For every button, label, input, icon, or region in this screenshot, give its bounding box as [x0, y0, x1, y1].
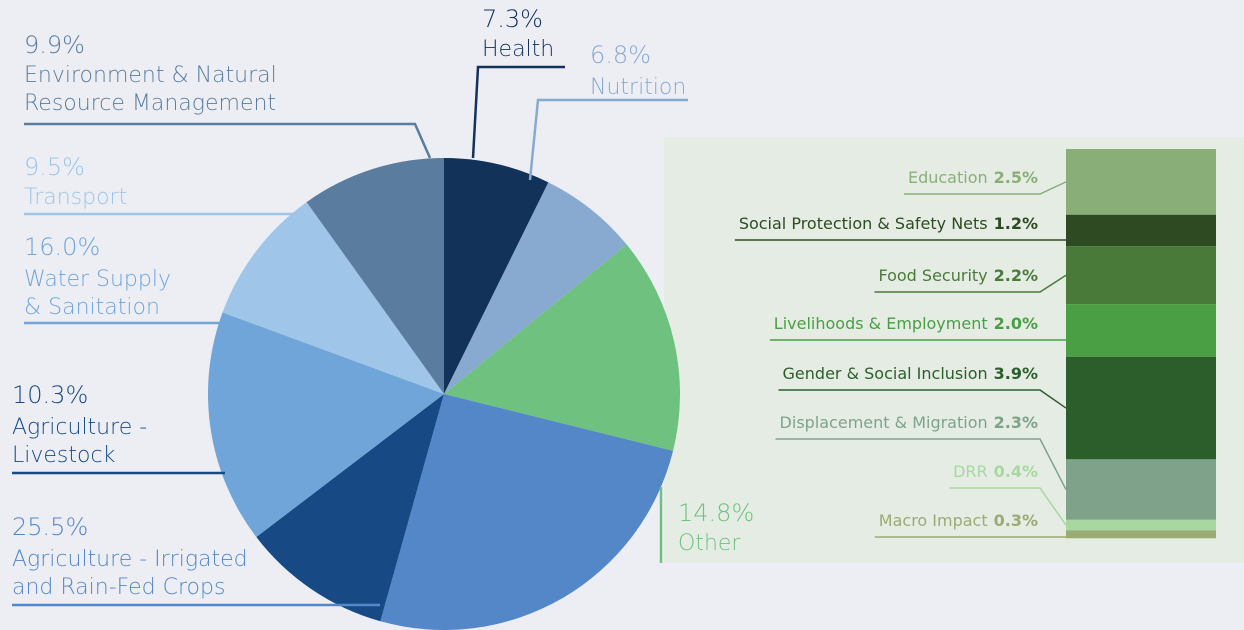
leader-line [24, 122, 432, 159]
value-label: 0.3% [994, 511, 1038, 530]
pie-slice [222, 202, 444, 394]
breakdown-label: Social Protection & Safety Nets 1.2% [739, 214, 1038, 233]
label-underline [778, 389, 1067, 409]
slice-value-label: 25.5% [12, 513, 89, 541]
breakdown-label: Displacement & Migration 2.3% [780, 413, 1038, 432]
bar-segment [1066, 530, 1216, 539]
category-name: Macro Impact [879, 511, 988, 530]
breakdown: Education 2.5% Social Protection & Safety … [734, 149, 1216, 539]
breakdown-label: Macro Impact 0.3% [879, 511, 1038, 530]
slice-label: Agriculture - Irrigated and Rain-Fed Cro… [12, 547, 248, 600]
label-underline [903, 181, 1067, 195]
leader-line [471, 65, 565, 159]
pie-slice [208, 312, 444, 538]
leader-lines [12, 65, 688, 607]
category-name: Education [908, 168, 988, 187]
slice-value-label: 10.3% [12, 381, 89, 409]
slice-value-label: 6.8% [590, 41, 651, 69]
bar-segment [1066, 214, 1216, 247]
category-name: Livelihoods & Employment [774, 314, 988, 333]
breakdown-label: Livelihoods & Employment 2.0% [774, 314, 1038, 333]
slice-label: Environment & Natural Resource Managemen… [24, 63, 277, 116]
pie-slice [306, 158, 444, 394]
slice-value-label: 9.9% [24, 31, 85, 59]
bar-segment [1066, 519, 1216, 531]
bar-segment [1066, 304, 1216, 357]
slice-value-label: 9.5% [24, 153, 85, 181]
pie-slice [444, 182, 627, 394]
pie-slice [256, 394, 444, 622]
slice-value-label: 14.8% [678, 499, 755, 527]
label-underline [874, 274, 1067, 293]
slice-label: Health [482, 37, 555, 62]
bar-segment [1066, 459, 1216, 520]
value-label: 2.2% [994, 266, 1038, 285]
slice-label: Nutrition [590, 75, 687, 100]
category-name: Displacement & Migration [780, 413, 988, 432]
pie-slice [444, 158, 549, 394]
slice-label: Other [678, 531, 741, 556]
category-name: Social Protection & Safety Nets [739, 214, 988, 233]
slice-value-label: 7.3% [482, 5, 543, 33]
category-name: Food Security [878, 266, 987, 285]
bar-segment [1066, 246, 1216, 305]
pie [208, 158, 680, 630]
bar-segment [1066, 356, 1216, 460]
slice-value-label: 16.0% [24, 233, 101, 261]
breakdown-label: DRR 0.4% [953, 462, 1038, 481]
label-underline [949, 487, 1067, 526]
value-label: 0.4% [994, 462, 1038, 481]
value-label: 2.5% [994, 168, 1038, 187]
breakdown-label: Food Security 2.2% [878, 266, 1038, 285]
slice-label: Transport [24, 185, 128, 210]
value-label: 3.9% [994, 364, 1038, 383]
slice-label: Agriculture - Livestock [12, 415, 148, 468]
pie-slice [380, 394, 674, 630]
category-name: DRR [953, 462, 988, 481]
breakdown-label: Gender & Social Inclusion 3.9% [783, 364, 1038, 383]
label-underline [775, 438, 1067, 490]
slice-label: Water Supply & Sanitation [24, 267, 171, 320]
leader-line [528, 98, 688, 181]
value-label: 1.2% [994, 214, 1038, 233]
value-label: 2.0% [994, 314, 1038, 333]
bar-segment [1066, 149, 1216, 215]
breakdown-label: Education 2.5% [908, 168, 1038, 187]
pie-slice [444, 244, 680, 451]
category-name: Gender & Social Inclusion [783, 364, 988, 383]
value-label: 2.3% [994, 413, 1038, 432]
